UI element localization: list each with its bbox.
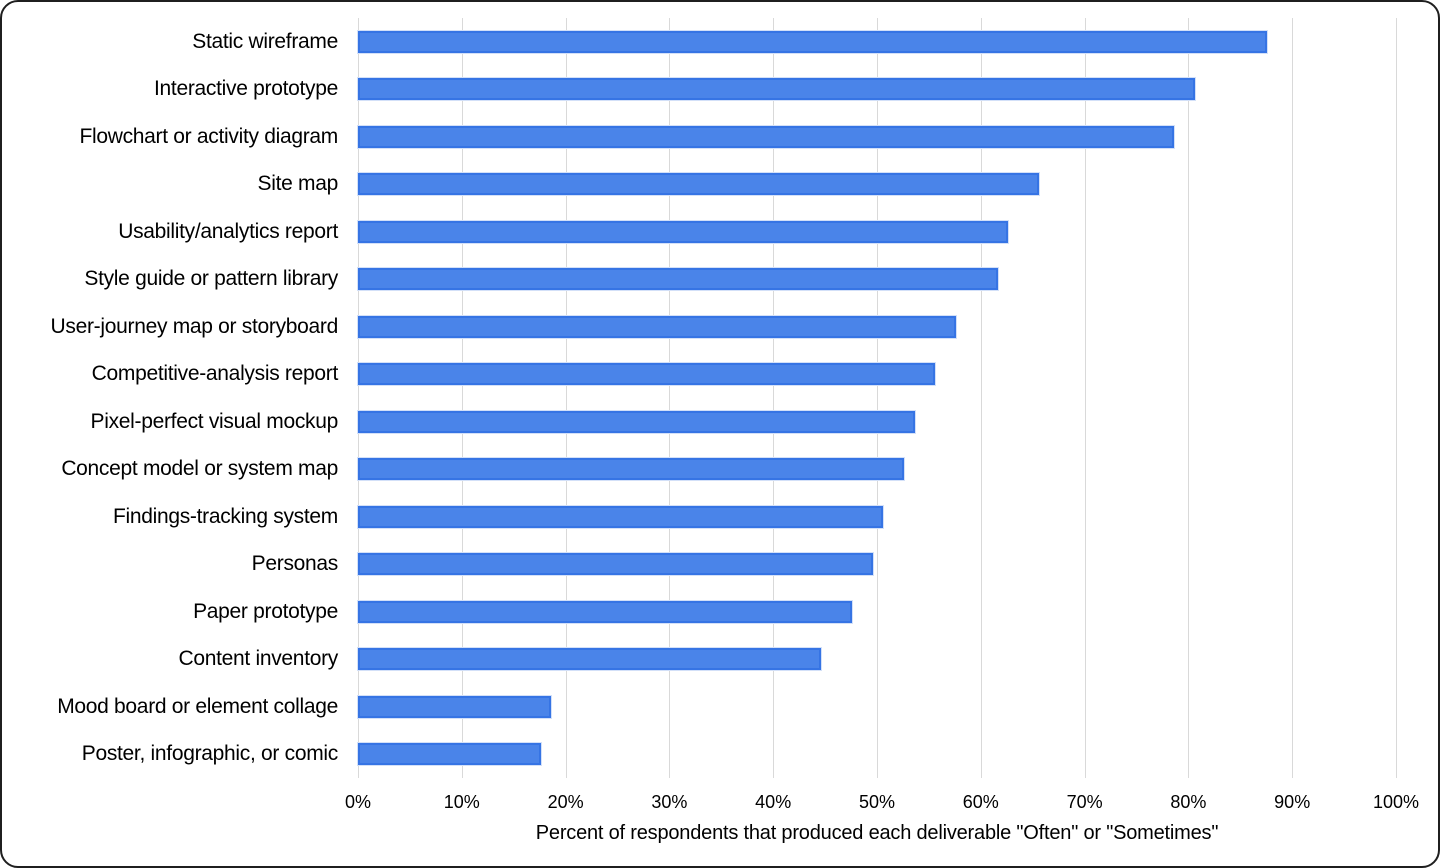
x-axis-tick: 70%: [1066, 792, 1103, 812]
bar: [358, 30, 1268, 53]
bar: [358, 78, 1195, 101]
gridline: [1084, 18, 1086, 778]
x-axis-title: Percent of respondents that produced eac…: [535, 822, 1219, 844]
x-axis-tick: 30%: [651, 792, 688, 812]
x-axis-tick: 100%: [1372, 792, 1420, 812]
bar-row: Mood board or element collage: [2, 683, 1396, 731]
category-label: Poster, infographic, or comic: [81, 742, 339, 766]
gridline: [1292, 18, 1294, 778]
bar-row: Competitive-analysis report: [2, 351, 1396, 399]
bar-track: [358, 161, 1396, 209]
bar-row: Findings-tracking system: [2, 493, 1396, 541]
bar-track: [358, 493, 1396, 541]
gridline: [1396, 18, 1397, 778]
x-axis-tick: 0%: [344, 792, 372, 812]
bar: [358, 125, 1175, 148]
x-axis-tick: 60%: [962, 792, 999, 812]
bar: [358, 410, 915, 433]
gridline: [358, 18, 359, 778]
bar: [358, 268, 998, 291]
gridline: [980, 18, 982, 778]
gridline: [877, 18, 878, 778]
bar-row: Content inventory: [2, 636, 1396, 684]
category-label: Mood board or element collage: [57, 694, 338, 718]
category-label: Personas: [251, 552, 339, 576]
bar-track: [358, 113, 1396, 161]
bar-track: [358, 351, 1396, 399]
category-label: Interactive prototype: [154, 77, 338, 101]
bar-row: Site map: [2, 161, 1396, 209]
bar-track: [358, 731, 1396, 779]
bar-track: [358, 18, 1396, 66]
plot-gridlines: [358, 18, 1397, 778]
bar-row: Style guide or pattern library: [2, 256, 1396, 304]
gridline: [565, 18, 567, 778]
x-axis-tick: 20%: [547, 792, 584, 812]
bar-track: [358, 303, 1396, 351]
category-label: User-journey map or storyboard: [50, 314, 339, 338]
bar-row: Pixel-perfect visual mockup: [2, 398, 1396, 446]
bar-row: Usability/analytics report: [2, 208, 1396, 256]
gridline: [669, 18, 671, 778]
bar-track: [358, 208, 1396, 256]
category-label: Site map: [257, 172, 339, 196]
bar-row: Flowchart or activity diagram: [2, 113, 1396, 161]
gridline: [461, 18, 463, 778]
bar-row: Poster, infographic, or comic: [2, 731, 1396, 779]
category-label: Competitive-analysis report: [91, 362, 339, 386]
bar-row: Concept model or system map: [2, 446, 1396, 494]
x-axis-tick: 40%: [755, 792, 792, 812]
bar-row: Static wireframe: [2, 18, 1396, 66]
category-label: Usability/analytics report: [118, 219, 338, 243]
category-label: Static wireframe: [192, 29, 338, 53]
bar: [358, 363, 936, 386]
gridline: [773, 18, 775, 778]
bar-row: Personas: [2, 541, 1396, 589]
category-label: Flowchart or activity diagram: [79, 124, 338, 148]
bar-track: [358, 636, 1396, 684]
bar: [358, 743, 541, 766]
bar: [358, 505, 884, 528]
bar: [358, 648, 822, 671]
bar-track: [358, 66, 1396, 114]
bar: [358, 458, 905, 481]
x-axis-tick: 90%: [1274, 792, 1311, 812]
bar: [358, 695, 552, 718]
category-label: Content inventory: [178, 647, 339, 671]
bar-row: Interactive prototype: [2, 66, 1396, 114]
category-label: Concept model or system map: [61, 457, 338, 481]
bar-track: [358, 398, 1396, 446]
x-axis-tick: 80%: [1170, 792, 1207, 812]
bar-track: [358, 256, 1396, 304]
category-label: Findings-tracking system: [112, 504, 338, 528]
bar-row: User-journey map or storyboard: [2, 303, 1396, 351]
bar-track: [358, 588, 1396, 636]
x-axis-ticks: 0% 10% 20% 30% 40% 50% 60% 70% 80% 90% 100%: [345, 792, 1419, 816]
bar-track: [358, 446, 1396, 494]
bar: [358, 173, 1040, 196]
bar-track: [358, 683, 1396, 731]
bar-row: Paper prototype: [2, 588, 1396, 636]
bar: [358, 315, 957, 338]
category-label: Pixel-perfect visual mockup: [90, 409, 339, 433]
category-label: Paper prototype: [193, 599, 338, 623]
gridline: [1188, 18, 1190, 778]
bar-track: [358, 541, 1396, 589]
bar: [358, 600, 853, 623]
bar: [358, 220, 1008, 243]
category-label: Style guide or pattern library: [84, 267, 338, 291]
bar-rows: Static wireframe Interactive prototype F…: [2, 18, 1396, 778]
x-axis-tick: 10%: [443, 792, 480, 812]
x-axis-tick: 50%: [858, 792, 896, 812]
bar: [358, 553, 873, 576]
